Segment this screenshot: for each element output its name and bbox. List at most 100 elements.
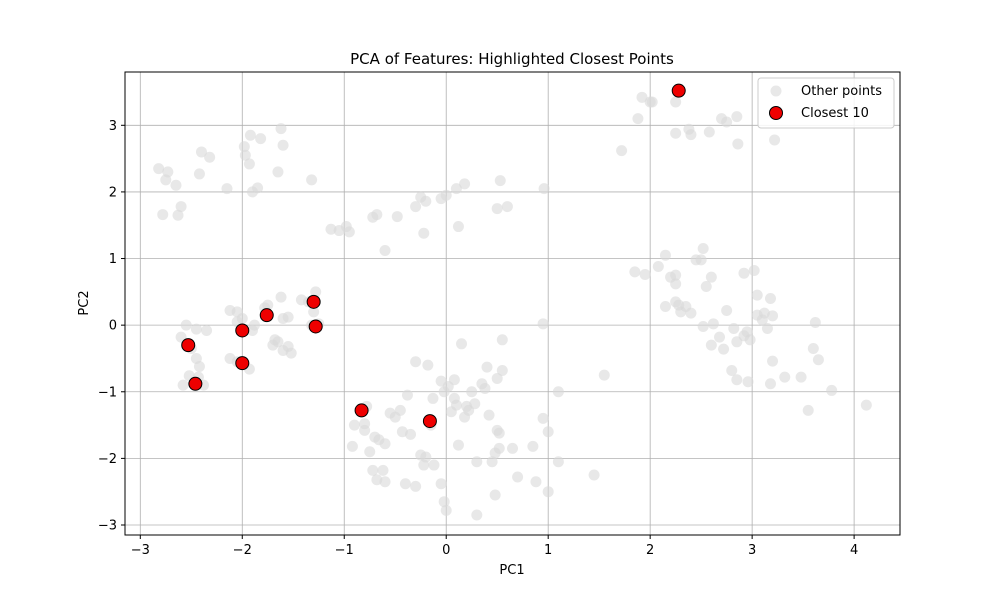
other-point — [670, 127, 682, 139]
other-point — [636, 91, 648, 103]
other-point — [469, 398, 481, 410]
other-point — [418, 227, 430, 239]
other-point — [255, 133, 267, 145]
other-point — [483, 409, 495, 421]
closest-point — [181, 338, 196, 353]
other-point — [459, 178, 471, 190]
other-point — [616, 145, 628, 157]
other-point — [809, 316, 821, 328]
other-point — [244, 129, 256, 141]
other-point — [238, 141, 250, 153]
x-tick-label: −2 — [233, 543, 252, 558]
other-point — [728, 322, 740, 334]
other-point — [530, 476, 542, 488]
other-point — [450, 183, 462, 195]
other-point — [452, 221, 464, 233]
other-point — [359, 418, 371, 430]
other-point — [471, 456, 483, 468]
other-point — [428, 459, 440, 471]
other-point — [632, 113, 644, 125]
other-point — [193, 168, 205, 180]
other-point — [371, 209, 383, 221]
other-point — [420, 451, 432, 463]
other-point — [659, 249, 671, 261]
other-point — [731, 111, 743, 123]
other-point — [659, 300, 671, 312]
other-point — [726, 364, 738, 376]
other-point — [452, 439, 464, 451]
legend-label-closest-points: Closest 10 — [801, 106, 869, 121]
other-points-series — [153, 91, 872, 521]
other-point — [718, 343, 730, 355]
other-point — [721, 304, 733, 316]
other-point — [496, 364, 508, 376]
other-point — [377, 464, 389, 476]
other-point — [703, 126, 715, 138]
other-point — [249, 319, 261, 331]
chart-title: PCA of Features: Highlighted Closest Poi… — [350, 50, 674, 68]
closest-point — [306, 294, 321, 309]
closest-point — [235, 356, 250, 371]
legend: Other points Closest 10 — [757, 77, 895, 129]
other-point — [275, 291, 287, 303]
other-point — [277, 139, 289, 151]
other-point — [405, 428, 417, 440]
other-point — [221, 183, 233, 195]
other-point — [175, 201, 187, 213]
other-point — [738, 267, 750, 279]
other-point — [379, 476, 391, 488]
other-point — [767, 355, 779, 367]
y-tick-label: 3 — [109, 119, 117, 134]
x-axis-label: PC1 — [499, 563, 524, 578]
x-tick-label: 3 — [748, 543, 756, 558]
other-point — [157, 209, 169, 221]
closest-point — [671, 83, 686, 98]
other-point — [744, 334, 756, 346]
other-point — [639, 269, 651, 281]
other-point — [767, 310, 779, 322]
other-point — [764, 293, 776, 305]
other-point — [629, 266, 641, 278]
x-tick-label: −1 — [335, 543, 354, 558]
other-point — [552, 386, 564, 398]
other-point — [204, 151, 216, 163]
other-point — [501, 201, 513, 213]
other-point — [779, 371, 791, 383]
other-point — [542, 426, 554, 438]
other-point — [427, 392, 439, 404]
x-tick-label: 0 — [442, 543, 450, 558]
other-point — [538, 183, 550, 195]
other-point — [269, 334, 281, 346]
other-point — [769, 134, 781, 146]
x-tick-label: 2 — [646, 543, 654, 558]
other-point — [193, 360, 205, 372]
other-point — [732, 138, 744, 150]
other-point — [285, 347, 297, 359]
other-point — [172, 209, 184, 221]
other-point — [262, 299, 274, 311]
legend-label-other-points: Other points — [801, 84, 882, 99]
other-point — [435, 478, 447, 490]
other-point — [272, 166, 284, 178]
other-point — [479, 382, 491, 394]
other-point — [537, 318, 549, 330]
other-point — [310, 286, 322, 298]
other-point — [537, 412, 549, 424]
x-tick-label: −3 — [131, 543, 150, 558]
other-point — [721, 116, 733, 128]
other-point — [761, 322, 773, 334]
other-point — [507, 442, 518, 454]
other-point — [325, 223, 337, 235]
other-point — [448, 374, 460, 386]
x-tick-label: 4 — [850, 543, 858, 558]
other-point — [438, 496, 450, 508]
other-point — [731, 374, 743, 386]
other-point — [367, 464, 379, 476]
other-point — [812, 354, 824, 366]
other-point — [160, 174, 172, 186]
other-point — [471, 509, 483, 521]
other-point — [751, 289, 763, 301]
y-axis-label: PC2 — [77, 290, 92, 315]
other-point — [700, 281, 712, 293]
other-point — [456, 338, 468, 350]
